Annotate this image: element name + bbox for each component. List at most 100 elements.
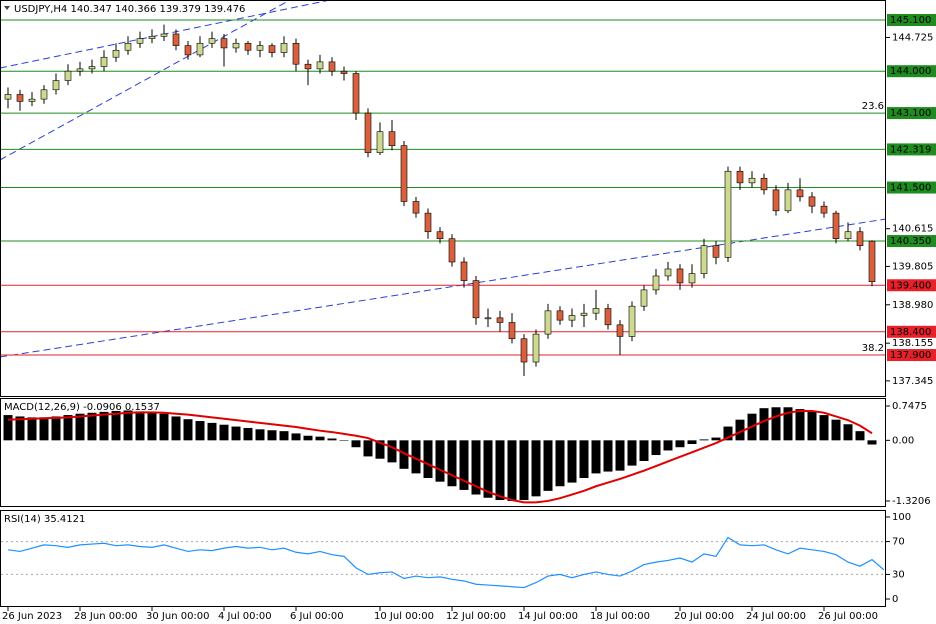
candle-body (388, 131, 396, 146)
frames (0, 0, 886, 607)
macd-bar (339, 440, 349, 441)
signal-line (7, 409, 873, 504)
candle-body (724, 170, 732, 258)
candle-body (100, 56, 108, 67)
y-tick-label: 138.155 (892, 338, 933, 349)
macd-bar (351, 440, 361, 448)
macd-bar (723, 426, 733, 441)
candle-body (448, 238, 456, 263)
frame (0, 398, 886, 507)
candle-body (556, 310, 564, 321)
macd-bar (15, 416, 25, 441)
x-tick-label: 14 Jul 00:00 (518, 611, 578, 622)
macd-bar (147, 412, 157, 441)
macd-bar (579, 440, 589, 478)
candle-body (460, 261, 468, 281)
macd-bar (51, 416, 61, 441)
macd-bar (831, 419, 841, 441)
level-label: 144.000 (890, 66, 931, 77)
candle-body (616, 324, 624, 337)
candle-body (112, 49, 120, 58)
macd-bar (303, 435, 313, 441)
level-label-box (887, 65, 936, 78)
level-note: 38.2 (862, 343, 884, 354)
macd-bar (375, 440, 385, 459)
candle-body (712, 245, 720, 258)
macd-bar (363, 440, 373, 457)
macd-bar (591, 440, 601, 474)
macd-bar (291, 433, 301, 441)
level-label-box (887, 181, 936, 194)
candle-body (820, 205, 828, 214)
candle-body (280, 42, 288, 53)
macd-bar (519, 440, 529, 501)
candle-body (304, 63, 312, 70)
level-label: 145.100 (890, 15, 931, 26)
macd-bar (315, 436, 325, 441)
candle-body (508, 322, 516, 340)
candle-body (124, 42, 132, 51)
candle-body (664, 268, 672, 277)
x-tick-label: 4 Jul 00:00 (218, 611, 272, 622)
candle-body (520, 338, 528, 363)
candle-body (868, 240, 876, 283)
candle-body (292, 42, 300, 65)
macd-bar (87, 412, 97, 441)
candle-body (220, 38, 228, 49)
macd-bar (183, 419, 193, 441)
candle-body (424, 212, 432, 233)
macd-bar (843, 424, 853, 441)
candle-body (760, 177, 768, 191)
candle-body (532, 333, 540, 363)
candle-body (256, 45, 264, 51)
macd-bar (411, 440, 421, 474)
macd-bar (39, 417, 49, 441)
y-tick-label: 0.00 (892, 435, 914, 446)
level-label: 138.400 (890, 327, 931, 338)
candle-body (376, 131, 384, 153)
macd-bar (459, 440, 469, 490)
level-label-box (887, 349, 936, 362)
macd-bar (423, 440, 433, 478)
level-label: 143.100 (890, 108, 931, 119)
macd-bar (543, 440, 553, 491)
macd-bar (615, 440, 625, 471)
candle-body (580, 312, 588, 316)
level-label-box (887, 143, 936, 156)
candle-body (856, 231, 864, 246)
candle-body (40, 89, 48, 100)
candle-body (676, 268, 684, 284)
candle-body (196, 42, 204, 56)
level-label: 141.500 (890, 183, 931, 194)
macd-bar (75, 413, 85, 441)
candle-body (844, 231, 852, 240)
x-tick-label: 10 Jul 00:00 (374, 611, 434, 622)
macd-bar (471, 440, 481, 495)
candle-body (640, 289, 648, 307)
macd-bar (603, 440, 613, 472)
macd-bar (555, 440, 565, 487)
candle-body (796, 189, 804, 198)
panel-title: MACD(12,26,9) -0.0906 0.1537 (4, 402, 160, 413)
macd-bar (27, 417, 37, 441)
candle-body (808, 196, 816, 207)
macd-bar (567, 440, 577, 483)
chart-title: USDJPY,H4 140.347 140.366 139.379 139.47… (14, 4, 245, 15)
candle-body (88, 66, 96, 70)
candle-body (412, 201, 420, 214)
macd-bar (663, 440, 673, 451)
level-label: 137.900 (890, 350, 931, 361)
candle-body (172, 33, 180, 46)
level-label: 140.350 (890, 236, 931, 247)
candle-body (340, 70, 348, 74)
macd-bar (795, 409, 805, 441)
candle-body (436, 231, 444, 240)
y-tick-label: 139.805 (892, 261, 933, 272)
macd-bar (399, 440, 409, 469)
candle-body (244, 42, 252, 51)
candle-body (208, 38, 216, 44)
level-label-box (887, 107, 936, 120)
candle-body (484, 317, 492, 320)
candle-body (184, 45, 192, 56)
